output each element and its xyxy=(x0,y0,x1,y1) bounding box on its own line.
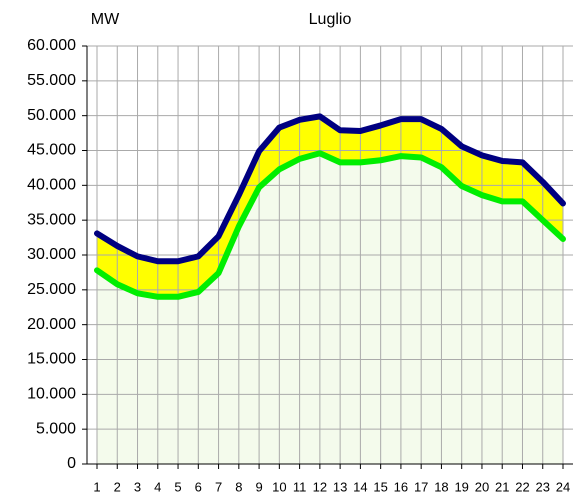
y-tick-label: 60.000 xyxy=(27,37,76,54)
y-tick-label: 45.000 xyxy=(27,142,76,159)
x-tick-label: 6 xyxy=(195,479,202,494)
x-tick-label: 2 xyxy=(114,479,121,494)
y-tick-label: 35.000 xyxy=(27,211,76,228)
x-tick-label: 20 xyxy=(475,479,489,494)
x-tick-label: 8 xyxy=(235,479,242,494)
x-tick-label: 19 xyxy=(454,479,468,494)
y-tick-label: 20.000 xyxy=(27,316,76,333)
x-tick-label: 11 xyxy=(293,479,307,494)
x-tick-label: 10 xyxy=(272,479,286,494)
x-tick-label: 13 xyxy=(333,479,347,494)
x-tick-label: 18 xyxy=(434,479,448,494)
line xyxy=(94,150,566,300)
x-tick-label: 24 xyxy=(556,479,570,494)
y-tick-label: 50.000 xyxy=(27,107,76,124)
x-tick-label: 3 xyxy=(134,479,141,494)
y-tick-label: 40.000 xyxy=(27,177,76,194)
x-tick-label: 17 xyxy=(414,479,428,494)
area-fill xyxy=(97,153,563,464)
y-axis-label: MW xyxy=(91,11,120,28)
x-tick-label: 16 xyxy=(394,479,408,494)
y-tick-label: 0 xyxy=(67,455,76,472)
y-tick-label: 5.000 xyxy=(36,420,76,437)
y-tick-label: 25.000 xyxy=(27,281,76,298)
x-tick-label: 22 xyxy=(515,479,529,494)
x-tick-label: 21 xyxy=(495,479,509,494)
y-tick-label: 10.000 xyxy=(27,386,76,403)
x-tick-label: 9 xyxy=(255,479,262,494)
x-tick-label: 12 xyxy=(313,479,327,494)
y-tick-label: 30.000 xyxy=(27,246,76,263)
x-tick-label: 5 xyxy=(174,479,181,494)
chart-title: Luglio xyxy=(309,11,352,28)
x-tick-label: 4 xyxy=(154,479,161,494)
y-tick-label: 15.000 xyxy=(27,351,76,368)
y-tick-label: 55.000 xyxy=(27,72,76,89)
x-tick-label: 14 xyxy=(353,479,367,494)
x-tick-label: 15 xyxy=(373,479,387,494)
x-tick-label: 23 xyxy=(536,479,550,494)
x-tick-label: 1 xyxy=(93,479,100,494)
x-tick-label: 7 xyxy=(215,479,222,494)
line xyxy=(94,113,566,265)
